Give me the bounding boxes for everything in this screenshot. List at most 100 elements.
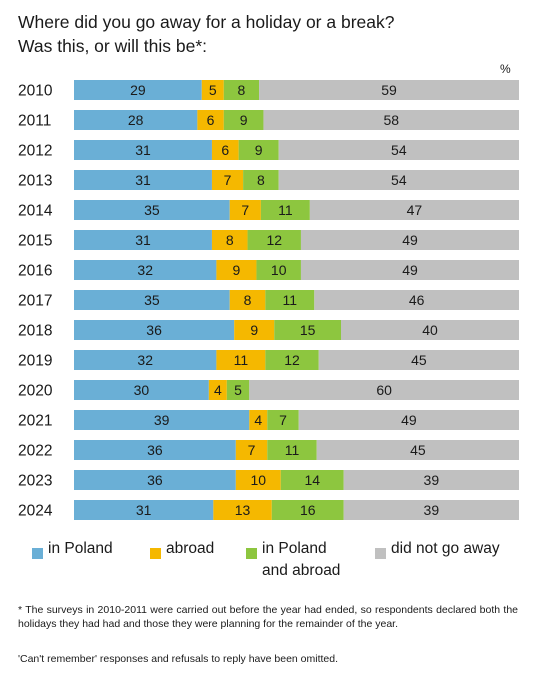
data-label-in-poland-2014: 35 <box>144 202 160 218</box>
data-label-did-not-go-away-2024: 39 <box>424 502 440 518</box>
bar-segment-abroad-2019 <box>216 350 266 370</box>
year-label-2023: 2023 <box>18 473 52 490</box>
year-label-2017: 2017 <box>18 293 52 310</box>
legend-label-in-poland-and-abroad: in Poland and abroad <box>262 538 340 582</box>
bar-segment-in-poland-and-abroad-2010 <box>223 80 260 100</box>
data-label-did-not-go-away-2011: 58 <box>383 112 399 128</box>
year-label-2013: 2013 <box>18 173 52 190</box>
bar-segment-abroad-2012 <box>211 140 239 160</box>
data-label-in-poland-and-abroad-2011: 9 <box>240 112 248 128</box>
data-label-in-poland-2019: 32 <box>137 352 153 368</box>
data-label-in-poland-and-abroad-2017: 11 <box>283 292 298 308</box>
data-label-in-poland-2015: 31 <box>135 232 151 248</box>
legend-label-in-poland: in Poland <box>48 540 113 557</box>
data-label-in-poland-and-abroad-2020: 5 <box>234 382 242 398</box>
bar-segment-in-poland-2014 <box>74 200 230 220</box>
bar-segment-in-poland-2013 <box>74 170 212 190</box>
bar-segment-did-not-go-away-2020 <box>249 380 520 400</box>
bar-segment-in-poland-and-abroad-2020 <box>226 380 250 400</box>
bar-segment-in-poland-2017 <box>74 290 230 310</box>
legend-label-did-not-go-away: did not go away <box>391 540 500 557</box>
data-label-in-poland-and-abroad-2021: 7 <box>279 412 287 428</box>
bar-segment-did-not-go-away-2017 <box>314 290 519 310</box>
data-label-in-poland-2017: 35 <box>144 292 160 308</box>
bar-segment-in-poland-and-abroad-2011 <box>223 110 264 130</box>
bar-segment-in-poland-2016 <box>74 260 217 280</box>
bar-segment-did-not-go-away-2015 <box>300 230 519 250</box>
bar-segment-did-not-go-away-2022 <box>316 440 519 460</box>
data-label-in-poland-and-abroad-2022: 11 <box>285 442 300 458</box>
data-label-did-not-go-away-2016: 49 <box>402 262 418 278</box>
bar-segment-in-poland-2024 <box>74 500 214 520</box>
bar-segment-abroad-2010 <box>201 80 224 100</box>
unit-label: % <box>500 62 511 76</box>
data-label-in-poland-and-abroad-2014: 11 <box>278 202 293 218</box>
bar-segment-in-poland-and-abroad-2015 <box>247 230 301 250</box>
chart-title-line1: Where did you go away for a holiday or a… <box>18 12 395 32</box>
bar-segment-in-poland-2019 <box>74 350 217 370</box>
data-label-did-not-go-away-2021: 49 <box>401 412 417 428</box>
data-label-in-poland-2022: 36 <box>147 442 163 458</box>
bar-segment-in-poland-2021 <box>74 410 250 430</box>
data-label-in-poland-2023: 36 <box>147 472 163 488</box>
bar-segment-in-poland-and-abroad-2018 <box>274 320 341 340</box>
bar-segment-abroad-2022 <box>235 440 268 460</box>
bar-segment-did-not-go-away-2013 <box>278 170 519 190</box>
data-label-did-not-go-away-2019: 45 <box>411 352 427 368</box>
bar-segment-in-poland-2020 <box>74 380 209 400</box>
bar-segment-in-poland-2022 <box>74 440 236 460</box>
bar-segment-did-not-go-away-2010 <box>259 80 519 100</box>
bar-segment-did-not-go-away-2014 <box>309 200 519 220</box>
data-label-abroad-2010: 5 <box>209 82 217 98</box>
data-label-did-not-go-away-2017: 46 <box>409 292 425 308</box>
bar-segment-abroad-2013 <box>211 170 244 190</box>
bar-segment-did-not-go-away-2024 <box>343 500 519 520</box>
data-label-in-poland-and-abroad-2024: 16 <box>300 502 316 518</box>
year-label-2024: 2024 <box>18 503 53 520</box>
data-label-abroad-2015: 8 <box>226 232 234 248</box>
year-label-2012: 2012 <box>18 143 52 160</box>
bar-segment-in-poland-and-abroad-2012 <box>238 140 279 160</box>
data-label-in-poland-and-abroad-2023: 14 <box>304 472 320 488</box>
legend-swatch-in-poland-and-abroad <box>246 548 257 559</box>
year-label-2015: 2015 <box>18 233 52 250</box>
legend-label-in-poland-and-abroad-line1: in Poland <box>262 540 327 557</box>
bar-segment-in-poland-2010 <box>74 80 202 100</box>
bar-segment-abroad-2015 <box>211 230 248 250</box>
data-label-did-not-go-away-2023: 39 <box>424 472 440 488</box>
data-label-in-poland-2024: 31 <box>136 502 152 518</box>
legend-label-in-poland-and-abroad-line2: and abroad <box>262 562 341 579</box>
data-label-did-not-go-away-2012: 54 <box>391 142 407 158</box>
legend-swatch-abroad <box>150 548 161 559</box>
data-label-in-poland-2012: 31 <box>135 142 151 158</box>
data-label-abroad-2020: 4 <box>214 382 222 398</box>
bar-segment-in-poland-2023 <box>74 470 236 490</box>
data-label-in-poland-and-abroad-2013: 8 <box>257 172 265 188</box>
bar-segment-in-poland-and-abroad-2017 <box>265 290 315 310</box>
bar-segment-in-poland-and-abroad-2014 <box>260 200 310 220</box>
data-label-in-poland-and-abroad-2010: 8 <box>238 82 246 98</box>
bar-segment-abroad-2017 <box>229 290 266 310</box>
bar-segment-in-poland-2018 <box>74 320 235 340</box>
chart-title: Where did you go away for a holiday or a… <box>18 10 528 58</box>
bar-segment-abroad-2024 <box>213 500 272 520</box>
legend-swatch-in-poland <box>32 548 43 559</box>
year-label-2018: 2018 <box>18 323 52 340</box>
legend-label-abroad: abroad <box>166 540 215 557</box>
footnote: * The surveys in 2010-2011 were carried … <box>18 604 518 630</box>
data-label-did-not-go-away-2013: 54 <box>391 172 407 188</box>
year-label-2021: 2021 <box>18 413 52 430</box>
bar-segment-did-not-go-away-2012 <box>278 140 519 160</box>
data-label-in-poland-and-abroad-2015: 12 <box>266 232 282 248</box>
bar-segment-abroad-2020 <box>208 380 227 400</box>
data-label-abroad-2013: 7 <box>224 172 232 188</box>
bar-segment-abroad-2021 <box>249 410 268 430</box>
bar-segment-abroad-2014 <box>229 200 261 220</box>
bar-segment-in-poland-and-abroad-2023 <box>280 470 344 490</box>
bar-segment-in-poland-and-abroad-2016 <box>256 260 301 280</box>
chart-title-line2: Was this, or will this be*: <box>18 36 207 56</box>
data-label-abroad-2014: 7 <box>241 202 249 218</box>
year-label-2022: 2022 <box>18 443 52 460</box>
data-label-in-poland-2021: 39 <box>154 412 170 428</box>
bar-segment-did-not-go-away-2021 <box>298 410 519 430</box>
